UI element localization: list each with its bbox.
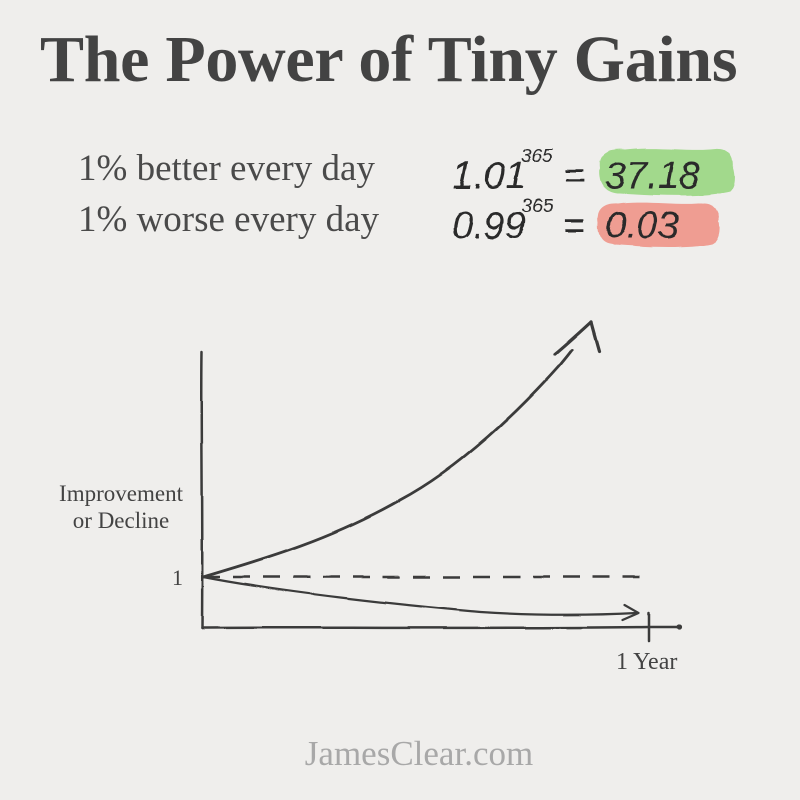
svg-text:0.99: 0.99	[452, 205, 526, 247]
svg-text:1.01: 1.01	[452, 155, 526, 197]
svg-text:=: =	[563, 205, 585, 247]
svg-text:365: 365	[521, 146, 553, 167]
svg-text:0.03: 0.03	[605, 205, 679, 247]
svg-text:37.18: 37.18	[605, 155, 700, 197]
svg-text:365: 365	[521, 196, 553, 217]
svg-text:=: =	[563, 155, 585, 197]
